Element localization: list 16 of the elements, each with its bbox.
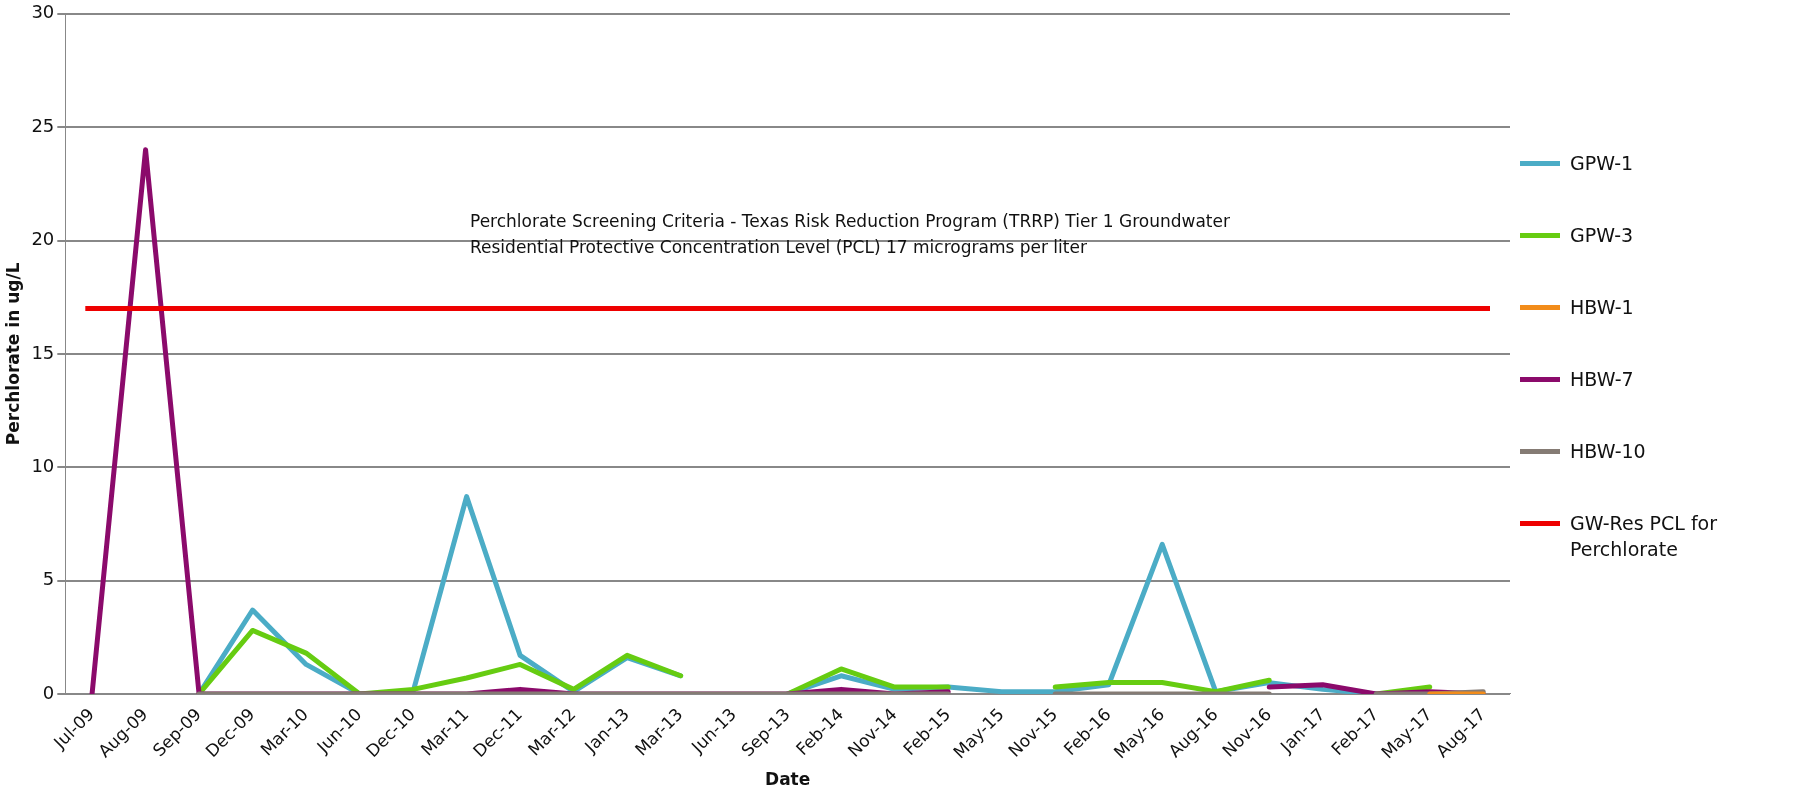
y-tick-label: 20 (31, 228, 55, 250)
legend-label: GPW-3 (1570, 223, 1635, 248)
x-axis-title: Date (765, 769, 811, 790)
y-axis-title: Perchlorate in ug/L (2, 262, 23, 446)
y-tick-label: 15 (31, 341, 55, 363)
legend-label: GW-Res PCL for Perchlorate (1570, 511, 1719, 562)
y-tick-label: 5 (42, 568, 55, 590)
annotation: Perchlorate Screening Criteria - Texas Risk Reduction Program (TRRP) Tier 1 Groundwater Residential Protective Concentration Level (PCL) 17 micrograms per liter (470, 210, 1231, 259)
legend-label: HBW-7 (1570, 367, 1635, 392)
legend-label: GPW-1 (1570, 151, 1635, 176)
legend-label: HBW-10 (1570, 439, 1647, 464)
legend-label: HBW-1 (1570, 295, 1635, 320)
y-tick-label: 30 (31, 1, 55, 23)
y-tick-label: 10 (31, 454, 55, 476)
y-tick-label: 25 (31, 114, 55, 136)
y-tick-label: 0 (42, 681, 55, 703)
